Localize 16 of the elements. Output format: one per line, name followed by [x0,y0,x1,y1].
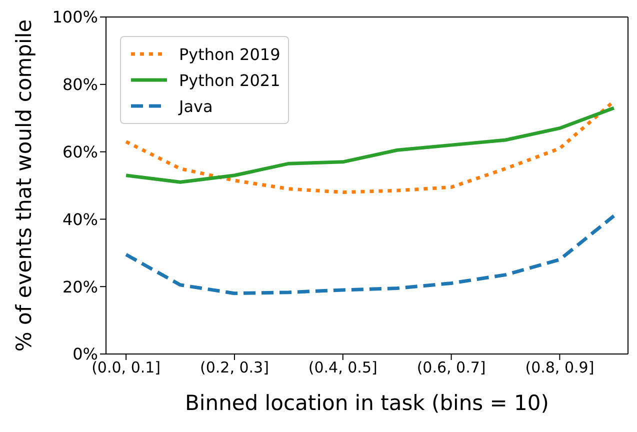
x-tick-label: (0.0, 0.1] [92,358,161,377]
y-tick-label: 100% [52,8,98,27]
y-tick-label: 80% [62,75,98,94]
y-tick-label: 40% [62,210,98,229]
x-tick-label: (0.4, 0.5] [308,358,378,377]
x-tick-label: (0.6, 0.7] [416,358,486,377]
x-tick-label: (0.8, 0.9] [525,358,594,377]
legend-label: Python 2019 [179,44,280,64]
y-axis-title: % of events that would compile [12,19,36,352]
line-series [124,214,616,296]
x-axis-title: Binned location in task (bins = 10) [185,391,549,415]
y-tick-label: 60% [62,142,98,162]
y-tick-label: 20% [62,277,98,296]
legend-label: Python 2021 [179,70,280,90]
legend-label: Java [179,96,213,116]
x-tick-label: (0.2, 0.3] [200,358,269,377]
